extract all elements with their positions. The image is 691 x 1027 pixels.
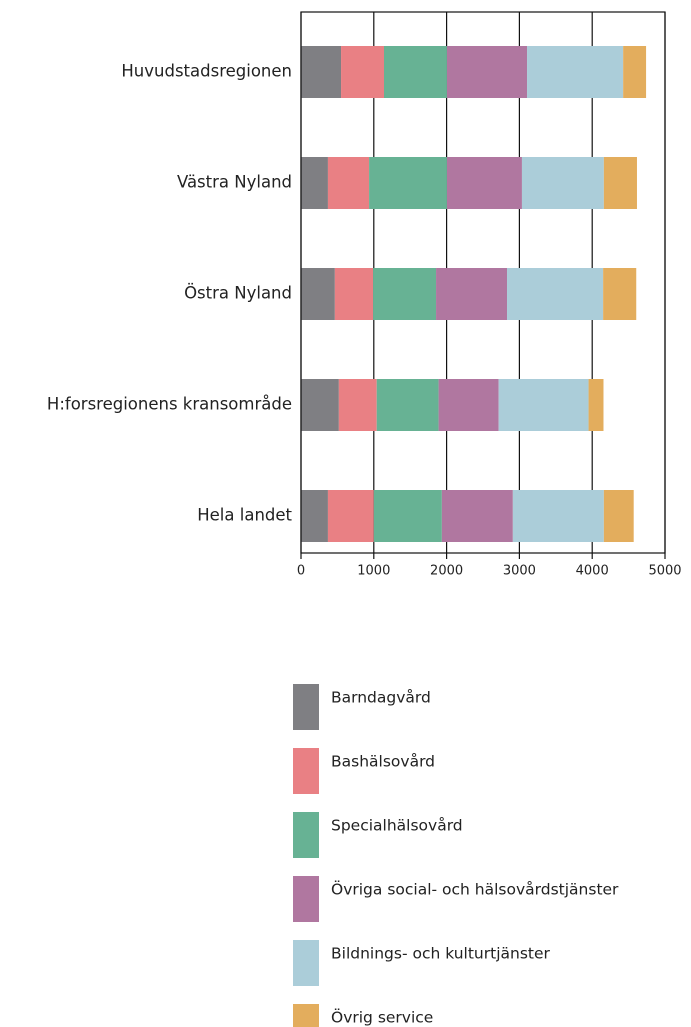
bar-segment bbox=[507, 268, 604, 320]
x-tick-label: 0 bbox=[297, 564, 305, 579]
bar-segment bbox=[301, 46, 342, 98]
legend-swatch bbox=[293, 940, 319, 986]
legend-swatch bbox=[293, 812, 319, 858]
legend-label: Övriga social- och hälsovårdstjänster bbox=[331, 880, 619, 899]
legend-label: Bashälsovård bbox=[331, 753, 435, 771]
x-tick-label: 3000 bbox=[503, 564, 536, 579]
bar-segment bbox=[521, 157, 604, 209]
legend-swatch bbox=[293, 748, 319, 794]
x-tick-label: 5000 bbox=[648, 564, 681, 579]
plot-frame bbox=[300, 11, 666, 554]
legend-swatch bbox=[293, 876, 319, 922]
bar-segment bbox=[498, 379, 589, 431]
bar-segment bbox=[338, 379, 377, 431]
bar-segment bbox=[512, 490, 604, 542]
legend-label: Specialhälsovård bbox=[331, 817, 463, 835]
bar-segment bbox=[341, 46, 384, 98]
legend-swatch bbox=[293, 684, 319, 730]
category-label: H:forsregionens kransområde bbox=[47, 395, 292, 414]
bar-segment bbox=[623, 46, 647, 98]
bar-segment bbox=[441, 490, 513, 542]
bar-segment bbox=[383, 46, 447, 98]
bar-segment bbox=[376, 379, 439, 431]
category-label: Hela landet bbox=[197, 506, 292, 525]
bar-segment bbox=[527, 46, 624, 98]
bar-segment bbox=[301, 490, 328, 542]
bar-segment bbox=[588, 379, 604, 431]
bar-segment bbox=[301, 157, 328, 209]
bar-segment bbox=[446, 46, 528, 98]
legend-label: Bildnings- och kulturtjänster bbox=[331, 945, 551, 963]
bar-segment bbox=[436, 268, 508, 320]
bar-segment bbox=[327, 157, 370, 209]
legend-label: Barndagvård bbox=[331, 689, 431, 707]
legend-label: Övrig service bbox=[331, 1008, 433, 1027]
bar-segment bbox=[438, 379, 499, 431]
legend-swatch bbox=[293, 1004, 319, 1027]
bar-segment bbox=[327, 490, 374, 542]
bar-segment bbox=[446, 157, 522, 209]
bar-segment bbox=[334, 268, 374, 320]
bar-segment bbox=[603, 490, 634, 542]
bar-segment bbox=[301, 379, 339, 431]
bar-segment bbox=[603, 268, 637, 320]
x-tick-label: 2000 bbox=[430, 564, 463, 579]
x-tick-label: 4000 bbox=[576, 564, 609, 579]
x-tick-label: 1000 bbox=[357, 564, 390, 579]
category-label: Östra Nyland bbox=[184, 284, 292, 303]
bar-segment bbox=[301, 268, 335, 320]
category-label: Västra Nyland bbox=[177, 173, 292, 192]
bar-segment bbox=[373, 490, 442, 542]
category-label: Huvudstadsregionen bbox=[121, 62, 292, 81]
bar-segment bbox=[369, 157, 447, 209]
bar-segment bbox=[373, 268, 437, 320]
bar-segment bbox=[603, 157, 637, 209]
